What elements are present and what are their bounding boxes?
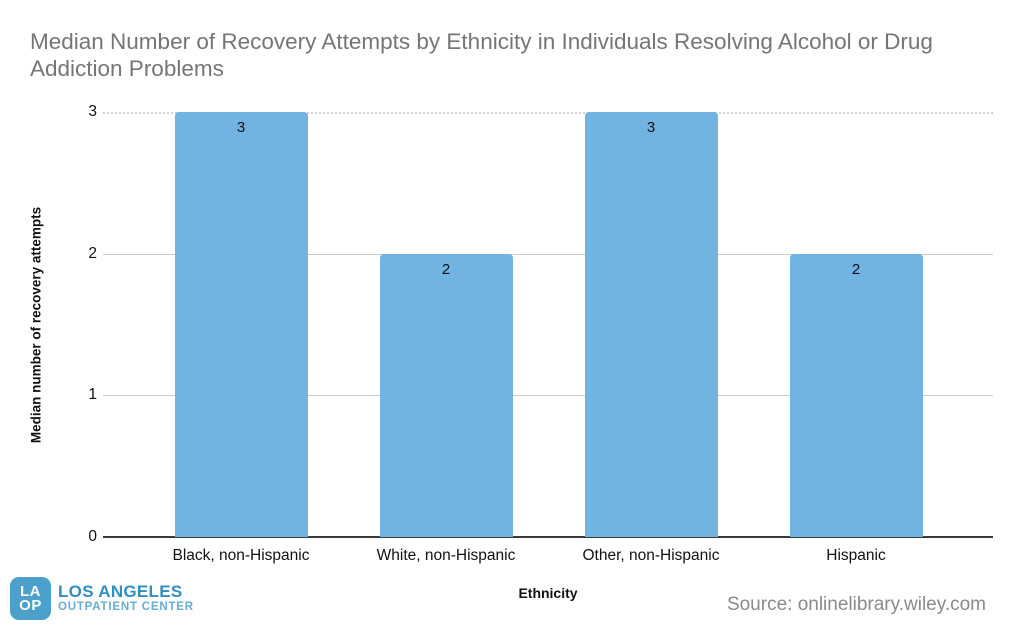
gridline — [103, 112, 993, 114]
bar-3: 3 — [584, 112, 718, 537]
x-axis-title: Ethnicity — [518, 585, 578, 601]
logo-monogram-bottom: OP — [19, 596, 42, 614]
y-tick-label: 0 — [88, 528, 97, 545]
logo-subtitle: OUTPATIENT CENTER — [58, 601, 194, 614]
laop-logo: LA OP LOS ANGELES OUTPATIENT CENTER — [10, 577, 194, 620]
gridline — [103, 253, 993, 255]
x-category-label: Other, non-Hispanic — [582, 547, 720, 564]
x-axis-line — [103, 536, 993, 538]
x-category-label: Black, non-Hispanic — [172, 547, 310, 564]
x-category-label: Hispanic — [826, 547, 886, 564]
source-attribution: Source: onlinelibrary.wiley.com — [726, 594, 986, 615]
bar-4: 2 — [789, 253, 923, 537]
y-axis-title-text: Median number of recovery attempts — [28, 206, 44, 444]
gridline — [103, 395, 993, 397]
bar-value-label: 2 — [851, 260, 861, 278]
logo-text: LOS ANGELES OUTPATIENT CENTER — [58, 583, 194, 613]
y-tick-label: 3 — [88, 103, 97, 120]
y-tick-label: 2 — [88, 244, 97, 262]
y-tick-label: 1 — [88, 386, 97, 404]
laop-monogram-icon: LA OP — [10, 577, 51, 620]
logo-name: LOS ANGELES — [58, 582, 183, 602]
chart-title: Median Number of Recovery Attempts by Et… — [30, 29, 933, 81]
bar-value-label: 3 — [646, 119, 656, 136]
bar-1: 3 — [174, 112, 308, 537]
bar-value-label: 3 — [236, 119, 246, 136]
logo-monogram-top: LA — [20, 582, 41, 600]
bar-2: 2 — [379, 253, 513, 537]
x-category-label: White, non-Hispanic — [376, 547, 516, 564]
bar-value-label: 2 — [441, 260, 451, 278]
